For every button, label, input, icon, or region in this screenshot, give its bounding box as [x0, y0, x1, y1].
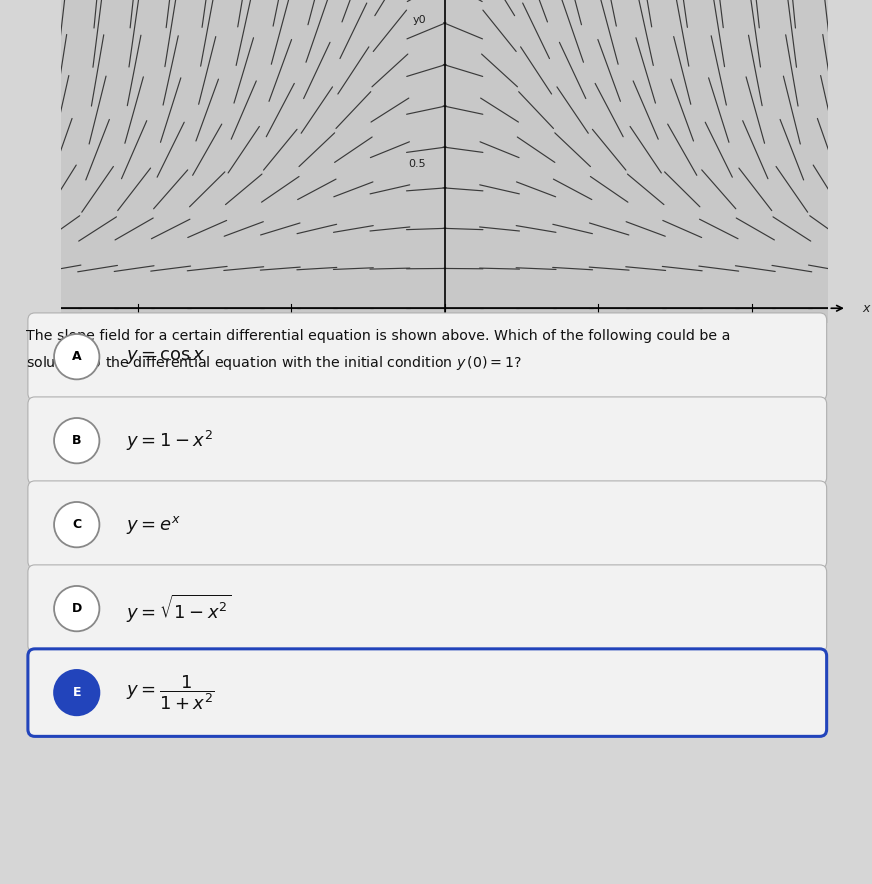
Text: A: A	[72, 350, 82, 363]
Text: D: D	[72, 602, 82, 615]
Text: 1: 1	[594, 327, 603, 340]
Text: $x$: $x$	[862, 301, 872, 315]
Text: -2: -2	[132, 327, 144, 340]
Text: $y = e^x$: $y = e^x$	[126, 514, 181, 536]
Text: $y = \cos x$: $y = \cos x$	[126, 347, 206, 366]
Text: solution to the differential equation with the initial condition $y\,(0)=1$?: solution to the differential equation wi…	[26, 354, 522, 371]
Text: -1: -1	[285, 327, 297, 340]
Text: C: C	[72, 518, 81, 531]
Text: $y = \dfrac{1}{1+x^2}$: $y = \dfrac{1}{1+x^2}$	[126, 674, 215, 712]
Text: The slope field for a certain differential equation is shown above. Which of the: The slope field for a certain differenti…	[26, 329, 731, 343]
Text: 2: 2	[747, 327, 756, 340]
Text: 0: 0	[440, 327, 449, 340]
Text: $y = 1 - x^2$: $y = 1 - x^2$	[126, 429, 214, 453]
Text: E: E	[72, 686, 81, 699]
Text: y0: y0	[412, 15, 426, 25]
Text: B: B	[72, 434, 81, 447]
Text: $y = \sqrt{1 - x^2}$: $y = \sqrt{1 - x^2}$	[126, 592, 232, 625]
Text: 0.5: 0.5	[409, 159, 426, 169]
